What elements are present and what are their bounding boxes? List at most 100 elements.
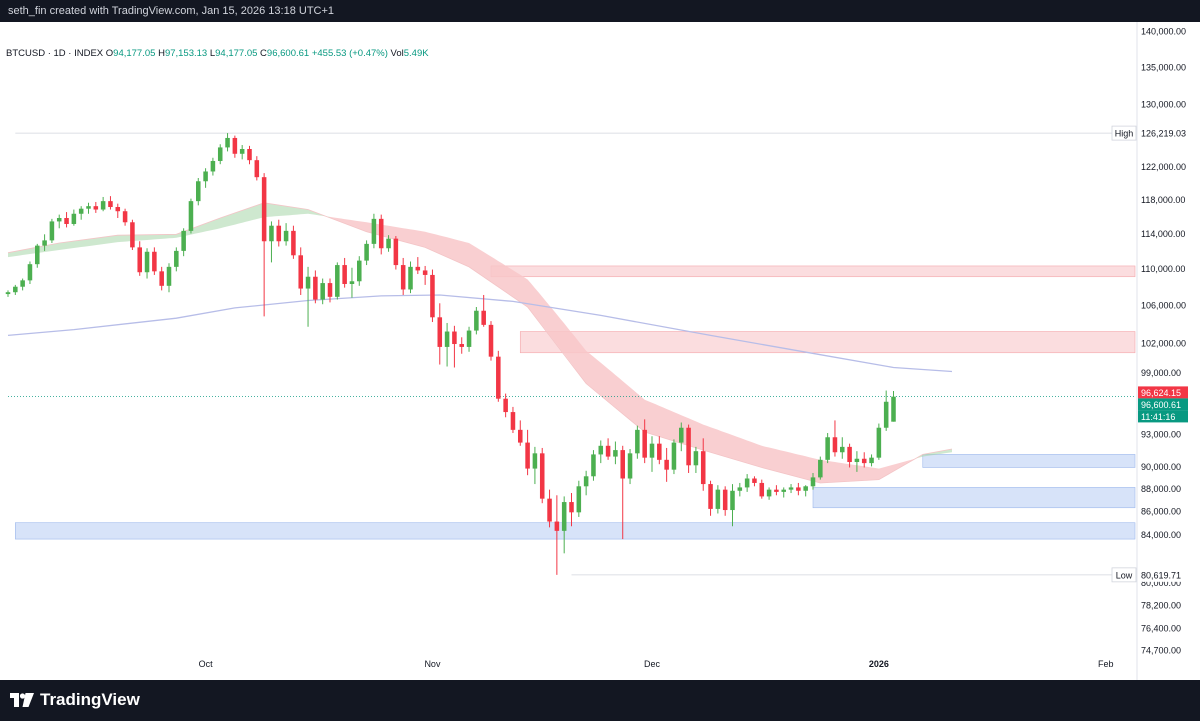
candle-body[interactable]: [159, 271, 164, 286]
candle-body[interactable]: [430, 274, 435, 318]
candle-body[interactable]: [649, 443, 655, 458]
candle-body[interactable]: [803, 486, 808, 491]
tradingview-logo[interactable]: TradingView: [10, 690, 140, 710]
candle-body[interactable]: [415, 266, 421, 271]
candle-body[interactable]: [708, 484, 713, 509]
candle-body[interactable]: [539, 453, 545, 499]
candle-body[interactable]: [657, 443, 662, 460]
candle-body[interactable]: [313, 276, 318, 300]
candle-body[interactable]: [503, 398, 508, 413]
candle-body[interactable]: [737, 487, 743, 491]
candle-body[interactable]: [474, 310, 479, 331]
candle-body[interactable]: [481, 310, 486, 325]
candle-body[interactable]: [854, 458, 860, 463]
candle-body[interactable]: [759, 482, 765, 497]
candle-body[interactable]: [93, 206, 99, 210]
candle-body[interactable]: [130, 222, 135, 248]
candle-body[interactable]: [861, 458, 867, 464]
candle-body[interactable]: [327, 283, 333, 297]
candle-body[interactable]: [466, 330, 472, 347]
candle-body[interactable]: [27, 264, 33, 281]
candle-body[interactable]: [444, 331, 450, 347]
candle-body[interactable]: [510, 412, 516, 430]
candle-body[interactable]: [210, 160, 216, 172]
candle-body[interactable]: [730, 490, 735, 511]
candle-body[interactable]: [283, 230, 289, 242]
candle-body[interactable]: [547, 498, 552, 522]
candle-body[interactable]: [847, 446, 852, 463]
candle-body[interactable]: [686, 427, 691, 466]
candle-body[interactable]: [144, 251, 150, 273]
candle-body[interactable]: [232, 137, 238, 154]
candle-body[interactable]: [664, 459, 669, 470]
candle-body[interactable]: [78, 208, 84, 214]
candle-body[interactable]: [49, 221, 55, 241]
candle-body[interactable]: [561, 502, 567, 531]
candle-body[interactable]: [100, 201, 106, 210]
candle-body[interactable]: [137, 247, 142, 273]
candle-body[interactable]: [620, 450, 625, 479]
candle-body[interactable]: [591, 454, 596, 477]
candle-body[interactable]: [700, 451, 706, 485]
candle-body[interactable]: [298, 255, 303, 289]
candles-layer[interactable]: [5, 133, 896, 575]
candle-body[interactable]: [788, 487, 794, 490]
candle-body[interactable]: [437, 317, 443, 347]
candle-body[interactable]: [203, 171, 208, 182]
candle-body[interactable]: [876, 427, 882, 458]
candle-body[interactable]: [5, 292, 11, 295]
candle-body[interactable]: [722, 489, 728, 511]
candle-body[interactable]: [642, 429, 647, 458]
candle-body[interactable]: [627, 453, 633, 479]
candle-body[interactable]: [174, 250, 179, 267]
candle-body[interactable]: [35, 245, 40, 265]
candle-body[interactable]: [605, 445, 611, 457]
candle-body[interactable]: [217, 147, 223, 161]
candle-body[interactable]: [744, 478, 750, 488]
candle-body[interactable]: [693, 451, 699, 466]
candle-body[interactable]: [583, 476, 589, 487]
candle-body[interactable]: [42, 240, 47, 246]
candle-body[interactable]: [261, 177, 267, 242]
candle-body[interactable]: [393, 238, 399, 266]
candle-body[interactable]: [349, 281, 355, 284]
candle-body[interactable]: [166, 266, 172, 286]
candle-body[interactable]: [613, 450, 618, 457]
candle-body[interactable]: [371, 218, 377, 244]
candle-body[interactable]: [459, 344, 464, 347]
candle-body[interactable]: [598, 445, 604, 455]
candle-body[interactable]: [532, 453, 538, 469]
candle-body[interactable]: [635, 429, 640, 454]
price-chart[interactable]: 140,000.00135,000.00130,000.00126,000.00…: [0, 22, 1200, 680]
candle-body[interactable]: [239, 149, 245, 154]
candle-body[interactable]: [891, 396, 896, 422]
candle-body[interactable]: [781, 489, 786, 492]
candle-body[interactable]: [342, 265, 347, 284]
candle-body[interactable]: [752, 478, 757, 483]
candle-body[interactable]: [188, 201, 194, 231]
candle-body[interactable]: [291, 230, 296, 256]
candle-body[interactable]: [152, 251, 157, 272]
candle-body[interactable]: [825, 437, 830, 460]
candle-body[interactable]: [196, 181, 201, 202]
candle-body[interactable]: [320, 283, 325, 300]
candle-body[interactable]: [86, 206, 91, 209]
candle-body[interactable]: [247, 149, 252, 161]
candle-body[interactable]: [64, 218, 69, 224]
candle-body[interactable]: [840, 446, 845, 453]
candle-body[interactable]: [400, 265, 406, 290]
candle-body[interactable]: [364, 243, 369, 261]
candle-body[interactable]: [766, 489, 772, 497]
candle-body[interactable]: [276, 225, 282, 242]
chart-frame[interactable]: 140,000.00135,000.00130,000.00126,000.00…: [0, 22, 1200, 680]
candle-body[interactable]: [357, 260, 362, 282]
candle-body[interactable]: [335, 265, 340, 297]
candle-body[interactable]: [378, 218, 384, 249]
candle-body[interactable]: [569, 502, 574, 513]
candle-body[interactable]: [452, 331, 457, 345]
candle-body[interactable]: [422, 270, 428, 275]
candle-body[interactable]: [122, 211, 128, 223]
candle-body[interactable]: [488, 324, 494, 357]
candle-body[interactable]: [254, 160, 260, 178]
candle-body[interactable]: [108, 201, 113, 208]
